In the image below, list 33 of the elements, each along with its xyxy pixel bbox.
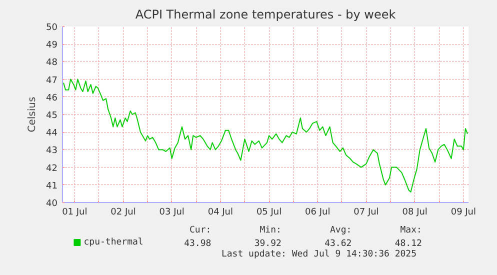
y-tick-label: 50 [46,23,58,33]
text: Avg: [330,226,352,236]
text: Cur: [190,226,212,236]
text: 39.92 [254,239,282,249]
y-tick-label: 43 [46,146,58,156]
x-tick-label: 05 Jul [256,208,282,218]
x-tick-label: 06 Jul [305,208,330,218]
y-tick-label: 41 [46,181,58,192]
y-tick-label: 40 [46,199,58,209]
y-tick-label: 42 [46,164,58,174]
x-tick-label: 07 Jul [354,208,379,218]
line-series [63,78,468,192]
x-tick-label: 04 Jul [208,208,234,218]
y-tick-label: 46 [46,93,58,104]
text: 43.62 [324,239,352,249]
x-tick-label: 09 Jul [450,208,476,218]
y-tick-label: 49 [46,40,58,51]
y-tick-label: 44 [46,128,58,139]
x-tick-label: 02 Jul [110,208,136,218]
y-tick-label: 48 [46,58,58,68]
y-tick-label: 45 [46,111,58,121]
text: Min: [260,226,282,236]
text: Max: [400,226,422,236]
chart-title: ACPI Thermal zone temperatures - by week [135,8,396,22]
legend-label: cpu-thermal [84,238,144,248]
x-tick-label: 01 Jul [62,208,88,218]
text: Last update: Wed Jul 9 14:30:36 2025 [221,250,417,260]
text: 43.98 [184,239,212,249]
y-tick-label: 47 [46,76,58,86]
text: 48.12 [394,239,422,249]
x-tick-label: 08 Jul [402,208,428,218]
y-axis-title: Celsius [27,96,38,132]
x-tick-label: 03 Jul [159,208,184,218]
